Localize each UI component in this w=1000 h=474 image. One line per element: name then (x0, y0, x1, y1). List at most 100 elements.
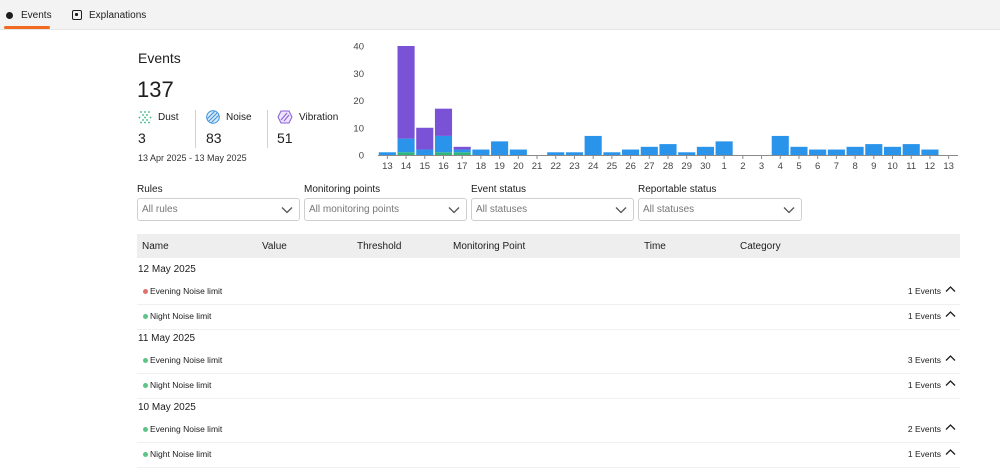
column-threshold[interactable]: Threshold (357, 241, 402, 252)
event-count: 1 Events (907, 311, 941, 321)
event-status-select[interactable]: All statuses (471, 198, 634, 221)
table-row[interactable]: Night Noise limit 1 Events (137, 308, 960, 330)
chart-bar (790, 146, 808, 155)
filter-reportable-status: Reportable status All statuses (638, 184, 802, 221)
table-row[interactable]: Night Noise limit 1 Events (137, 377, 960, 399)
chart-bar (434, 152, 453, 155)
column-time[interactable]: Time (644, 241, 666, 252)
chevron-up-icon[interactable] (945, 310, 956, 318)
total-events: 137 (137, 77, 174, 102)
table-header: Name Value Threshold Monitoring Point Ti… (137, 234, 960, 258)
bullet-icon (6, 11, 13, 19)
filter-reportable-label: Reportable status (638, 184, 717, 195)
chevron-down-icon (783, 206, 795, 213)
filter-event-status-label: Event status (471, 184, 527, 195)
x-tick-label: 1 (721, 161, 726, 172)
y-tick-label: 0 (359, 151, 364, 162)
chart-bar (883, 146, 902, 155)
rules-select[interactable]: All rules (137, 198, 300, 221)
date-group-heading: 12 May 2025 (138, 264, 196, 275)
x-tick-label: 21 (532, 161, 543, 172)
table-row[interactable]: Evening Noise limit 2 Events (137, 421, 960, 443)
column-monitoring-point[interactable]: Monitoring Point (453, 241, 526, 252)
metric-dust-value: 3 (138, 130, 146, 146)
chevron-up-icon[interactable] (945, 423, 956, 431)
y-tick-label: 10 (353, 123, 364, 134)
event-count: 1 Events (907, 449, 941, 459)
x-tick-label: 9 (871, 161, 876, 172)
status-dot (143, 358, 148, 363)
x-tick-label: 28 (663, 161, 674, 172)
chevron-up-icon[interactable] (945, 354, 956, 362)
x-tick-label: 12 (925, 161, 936, 172)
chart-bar (434, 135, 453, 153)
tab-explanations[interactable]: Explanations (72, 0, 146, 30)
chart-bar (902, 144, 920, 155)
chart-bar (491, 141, 509, 155)
active-tab-indicator (4, 26, 50, 29)
column-name[interactable]: Name (142, 241, 169, 252)
page-title: Events (138, 50, 181, 66)
monitoring-select-value: All monitoring points (309, 204, 400, 215)
chevron-up-icon[interactable] (945, 448, 956, 456)
reportable-status-value: All statuses (643, 204, 695, 215)
table-row[interactable]: Evening Noise limit 3 Events (137, 352, 960, 374)
chart-bar (696, 146, 714, 155)
metric-noise: Noise 83 (206, 110, 252, 146)
event-name: Evening Noise limit (150, 286, 223, 296)
monitoring-points-select[interactable]: All monitoring points (304, 198, 467, 221)
x-tick-label: 6 (815, 161, 820, 172)
filter-event-status: Event status All statuses (471, 184, 634, 221)
column-value[interactable]: Value (262, 241, 287, 252)
column-category[interactable]: Category (740, 241, 781, 252)
y-tick-label: 40 (353, 42, 364, 53)
x-tick-label: 26 (625, 161, 636, 172)
x-tick-label: 7 (834, 161, 839, 172)
x-tick-label: 22 (550, 161, 561, 172)
event-status-value: All statuses (476, 204, 528, 215)
chart-bar (715, 141, 733, 155)
metric-vibration-value: 51 (277, 130, 293, 146)
table-row[interactable]: Evening Noise limit 1 Events (137, 283, 960, 305)
tab-events[interactable]: Events (6, 0, 52, 30)
chart-bar (846, 146, 864, 155)
filter-rules: Rules All rules (137, 184, 300, 221)
chart-bar (659, 144, 677, 155)
x-tick-label: 16 (438, 161, 449, 172)
square-dot-icon (72, 10, 82, 20)
chart-bar (397, 46, 415, 139)
chart-bar (416, 127, 434, 150)
chart-bar (771, 135, 789, 155)
metric-vibration-label: Vibration (299, 111, 339, 123)
x-tick-label: 20 (513, 161, 524, 172)
x-tick-label: 2 (740, 161, 745, 172)
chart-bar (453, 152, 471, 155)
status-dot (143, 383, 148, 388)
x-tick-label: 15 (419, 161, 430, 172)
x-tick-label: 19 (494, 161, 505, 172)
filter-rules-label: Rules (137, 184, 163, 195)
chart-bar (584, 135, 602, 155)
vibration-icon (277, 110, 293, 124)
x-tick-label: 27 (644, 161, 655, 172)
y-tick-label: 20 (353, 96, 364, 107)
event-name: Night Noise limit (150, 380, 212, 390)
chevron-up-icon[interactable] (945, 285, 956, 293)
event-count: 2 Events (907, 424, 941, 434)
x-tick-label: 13 (943, 161, 954, 172)
event-name: Evening Noise limit (150, 424, 223, 434)
x-tick-label: 10 (887, 161, 898, 172)
event-count: 1 Events (907, 380, 941, 390)
table-row[interactable]: Night Noise limit 1 Events (137, 446, 960, 468)
chart-bar (865, 144, 883, 155)
chart-bar (921, 149, 939, 155)
event-count: 3 Events (907, 355, 941, 365)
event-count: 1 Events (907, 286, 941, 296)
date-range: 13 Apr 2025 - 13 May 2025 (138, 153, 247, 163)
chevron-up-icon[interactable] (945, 379, 956, 387)
x-tick-label: 30 (700, 161, 711, 172)
status-dot (143, 427, 148, 432)
event-name: Night Noise limit (150, 449, 212, 459)
date-group-heading: 10 May 2025 (138, 402, 196, 413)
reportable-status-select[interactable]: All statuses (638, 198, 802, 221)
